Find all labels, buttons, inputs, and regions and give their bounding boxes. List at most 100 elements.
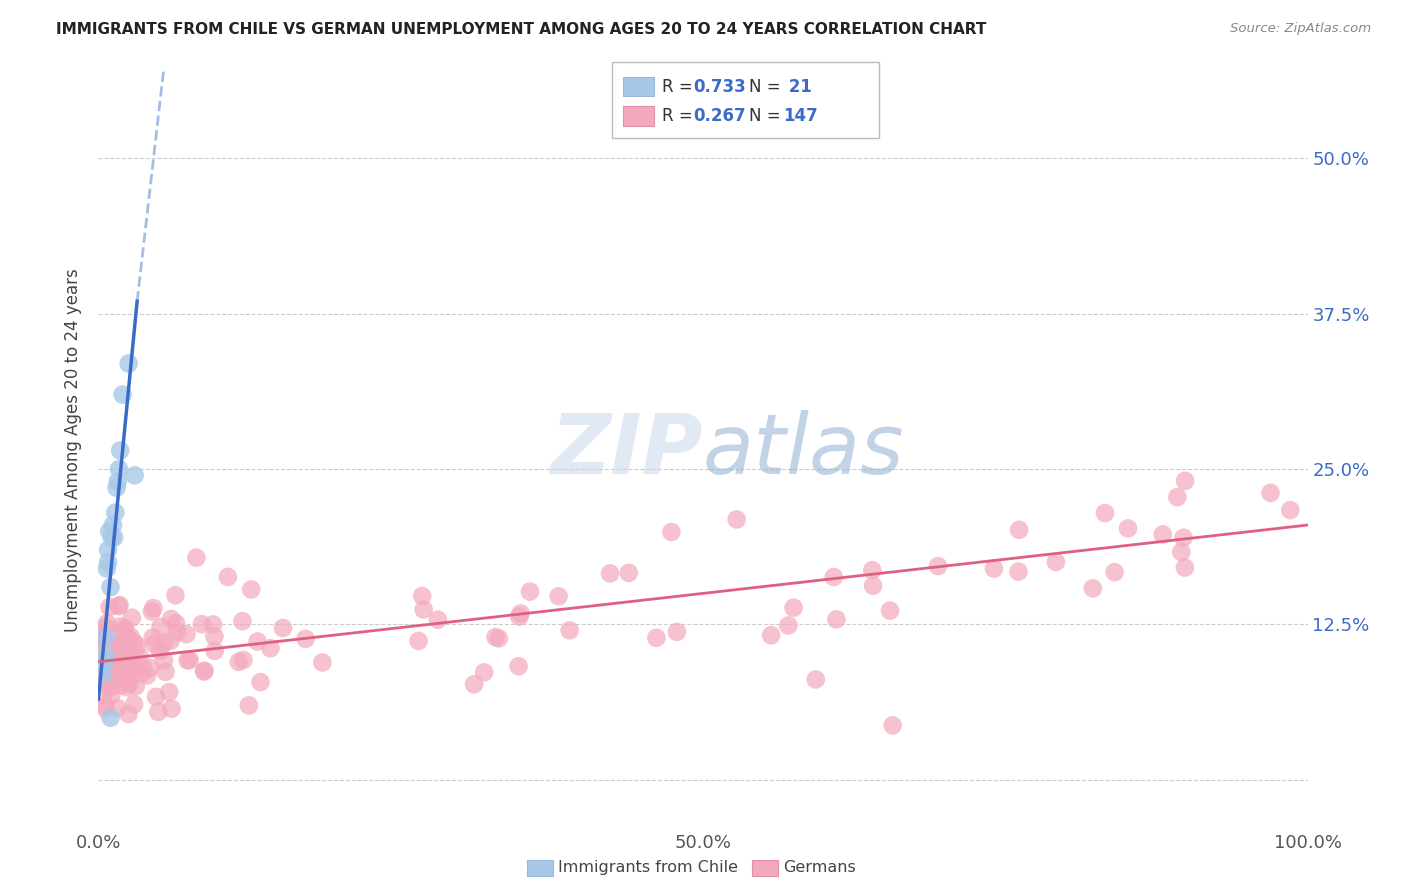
Point (778, 618, 800, 632)
Point (1152, 527, 1174, 541)
Point (412, 602, 434, 616)
Point (484, 630, 506, 644)
Point (166, 625, 188, 640)
Point (472, 665, 495, 680)
Point (311, 656, 333, 670)
Point (98, 524, 121, 539)
Text: N =: N = (749, 78, 786, 95)
Point (488, 632, 510, 646)
Point (155, 665, 177, 679)
Point (983, 561, 1005, 575)
Point (108, 598, 131, 612)
Point (91, 660, 114, 674)
Point (114, 622, 136, 636)
Point (128, 649, 150, 664)
Text: ZIP: ZIP (550, 410, 703, 491)
Point (107, 475, 129, 489)
Point (825, 612, 848, 626)
Point (240, 582, 263, 597)
Point (100, 688, 122, 702)
Point (145, 690, 167, 704)
Point (157, 685, 180, 699)
Point (115, 632, 138, 646)
Y-axis label: Unemployment Among Ages 20 to 24 years: Unemployment Among Ages 20 to 24 years (65, 268, 83, 632)
Point (759, 628, 782, 642)
Point (661, 525, 683, 540)
Point (165, 588, 187, 602)
Point (105, 637, 128, 651)
Point (508, 659, 530, 673)
Point (100, 711, 122, 725)
Point (122, 662, 145, 676)
Point (98, 674, 121, 689)
Text: Source: ZipAtlas.com: Source: ZipAtlas.com (1230, 22, 1371, 36)
Point (148, 705, 170, 719)
Point (204, 630, 226, 644)
Point (112, 621, 135, 635)
Point (176, 627, 198, 641)
Point (125, 679, 148, 693)
Point (165, 616, 187, 631)
Point (105, 652, 128, 666)
Point (259, 641, 281, 656)
Point (238, 698, 260, 713)
Point (143, 637, 166, 651)
Point (132, 660, 155, 674)
Point (104, 629, 127, 643)
Point (927, 559, 949, 574)
Point (1174, 560, 1197, 574)
Point (186, 550, 208, 565)
Text: IMMIGRANTS FROM CHILE VS GERMAN UNEMPLOYMENT AMONG AGES 20 TO 24 YEARS CORRELATI: IMMIGRANTS FROM CHILE VS GERMAN UNEMPLOY… (56, 22, 987, 37)
Point (509, 607, 531, 621)
Point (294, 632, 316, 646)
Point (89, 648, 111, 662)
Text: Immigrants from Chile: Immigrants from Chile (558, 860, 738, 874)
Text: atlas: atlas (703, 410, 904, 491)
Point (118, 641, 141, 656)
Point (121, 657, 143, 671)
Point (120, 630, 142, 644)
Point (547, 589, 569, 603)
Point (860, 563, 883, 577)
Text: 147: 147 (783, 107, 818, 125)
Point (599, 566, 621, 581)
Point (1166, 490, 1188, 504)
Point (142, 601, 165, 615)
Point (105, 701, 128, 715)
Point (91, 673, 114, 687)
Point (100, 580, 122, 594)
Point (1260, 486, 1282, 500)
Point (136, 668, 159, 682)
Point (179, 653, 201, 667)
Point (217, 570, 239, 584)
Point (882, 718, 904, 732)
Point (115, 681, 138, 695)
Point (160, 702, 183, 716)
Point (110, 619, 132, 633)
Point (1045, 555, 1067, 569)
Point (89, 627, 111, 641)
Point (103, 662, 125, 676)
Point (111, 387, 134, 401)
Point (125, 639, 148, 653)
Text: N =: N = (749, 107, 786, 125)
Point (107, 599, 129, 614)
Point (193, 664, 215, 678)
Point (117, 637, 139, 651)
Point (271, 621, 294, 635)
Point (110, 661, 132, 675)
Point (97, 555, 120, 569)
Point (176, 653, 198, 667)
Point (108, 443, 131, 458)
Point (122, 698, 145, 712)
Point (782, 600, 804, 615)
Point (100, 680, 122, 694)
Point (160, 612, 183, 626)
Point (558, 624, 581, 638)
Point (96, 561, 118, 575)
Point (879, 604, 901, 618)
Point (117, 672, 139, 686)
Point (94, 630, 117, 644)
Point (105, 481, 128, 495)
Point (112, 668, 135, 682)
